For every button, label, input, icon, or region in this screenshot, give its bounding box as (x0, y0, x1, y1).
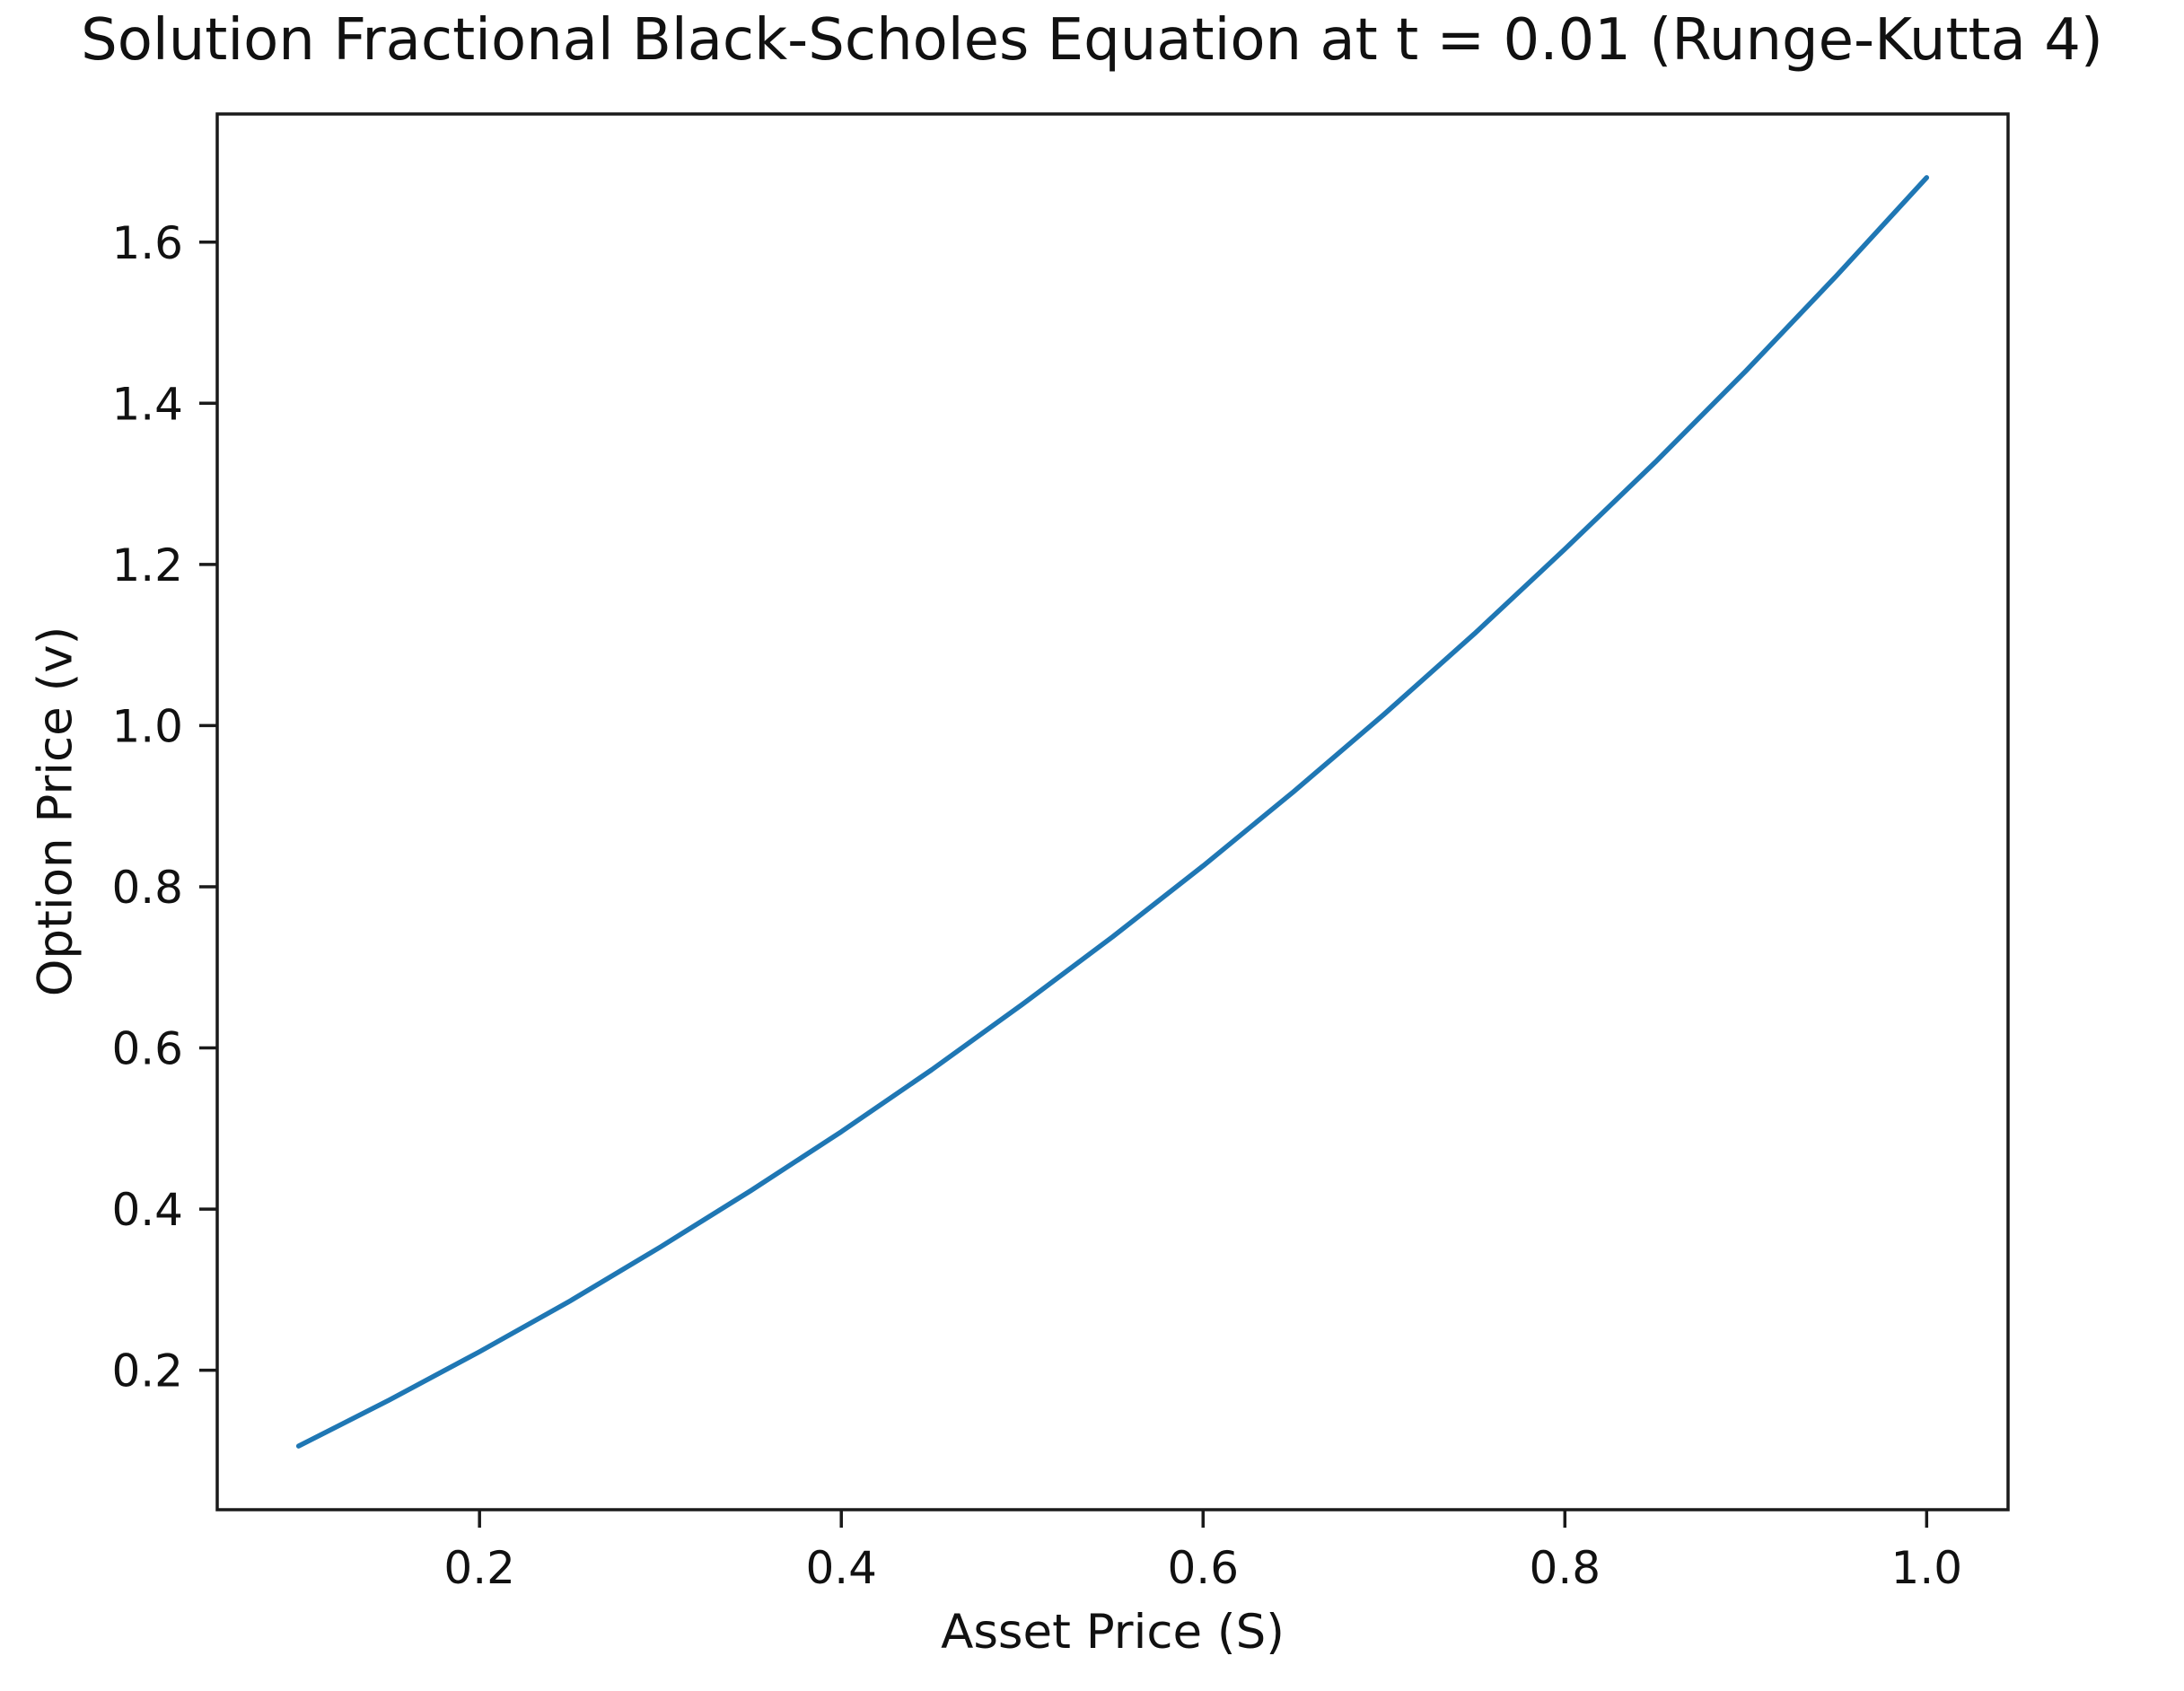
axes-frame (215, 112, 2010, 1511)
y-tick-label: 0.2 (111, 1345, 183, 1397)
y-axis-label: Option Price (v) (28, 626, 83, 997)
y-tick-label: 1.6 (111, 217, 183, 269)
y-tick-label: 0.6 (111, 1023, 183, 1075)
x-tick-label: 1.0 (1891, 1542, 1963, 1594)
x-axis-label: Asset Price (S) (941, 1605, 1285, 1660)
solution-curve (295, 175, 1930, 1449)
x-tick-label: 0.2 (443, 1542, 515, 1594)
chart-title: Solution Fractional Black-Scholes Equati… (81, 7, 2103, 74)
x-tick-label: 0.8 (1530, 1542, 1601, 1594)
x-tick-label: 0.6 (1167, 1542, 1239, 1594)
y-tick-label: 1.2 (111, 539, 183, 591)
y-tick-label: 0.8 (111, 862, 183, 914)
y-tick-label: 1.0 (111, 700, 183, 752)
y-tick-label: 0.4 (111, 1184, 183, 1236)
x-tick-label: 0.4 (805, 1542, 877, 1594)
y-tick-label: 1.4 (111, 378, 183, 430)
